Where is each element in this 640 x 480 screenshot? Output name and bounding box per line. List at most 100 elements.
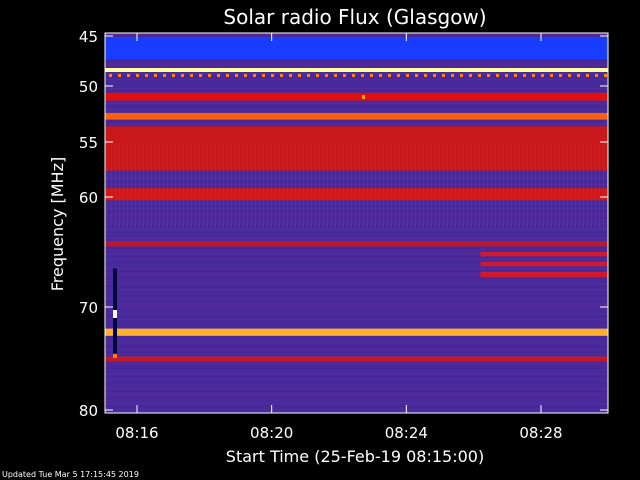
texture-row [105,232,608,233]
texture-row [105,178,608,179]
stripe [403,142,404,230]
stripe [467,142,468,230]
stripe [375,142,376,230]
stripe [371,142,372,230]
texture-row [105,85,608,86]
texture-row [105,277,608,278]
texture-row [105,337,608,338]
texture-row [105,202,608,203]
texture-row [105,346,608,347]
stripe [579,142,580,230]
stripe [183,142,184,230]
texture-row [105,319,608,320]
updated-footer: Updated Tue Mar 5 17:15:45 2019 [2,470,139,479]
stripe [503,142,504,230]
stripe [283,142,284,230]
dot-mark [271,74,274,77]
dot-mark [118,74,121,77]
stripe [527,142,528,230]
texture-row [105,286,608,287]
texture-row [105,214,608,215]
dot-mark [586,74,589,77]
y-tick-label-4: 70 [79,299,98,317]
texture-row [105,376,608,377]
stripe [539,142,540,230]
burst-peak [113,310,117,318]
stripe [203,142,204,230]
texture-row [105,301,608,302]
stripe [275,142,276,230]
texture-row [105,262,608,263]
texture-row [105,292,608,293]
texture-row [105,280,608,281]
stripe [455,142,456,230]
stripe [451,142,452,230]
texture-row [105,388,608,389]
band-3 [105,112,608,120]
stripe [263,142,264,230]
dot-mark [487,74,490,77]
stripe [199,142,200,230]
stripe [159,142,160,230]
stripe [355,142,356,230]
stripe [139,142,140,230]
stripe [243,142,244,230]
texture-row [105,397,608,398]
texture-row [105,271,608,272]
stripe [195,142,196,230]
dot-mark [406,74,409,77]
stripe [271,142,272,230]
stripe [171,142,172,230]
stripe [295,142,296,230]
texture-row [105,385,608,386]
stripe [255,142,256,230]
x-tick-label-0: 08:16 [115,424,158,442]
stripe [123,142,124,230]
stripe [399,142,400,230]
dot-mark [577,74,580,77]
texture-row [105,103,608,104]
stripe [279,142,280,230]
stripe [419,142,420,230]
stripe [599,142,600,230]
texture-row [105,124,608,125]
texture-row [105,61,608,62]
texture-row [105,121,608,122]
dot-mark [415,74,418,77]
texture-row [105,382,608,383]
stripe [423,142,424,230]
stripe [215,142,216,230]
texture-row [105,211,608,212]
stripe [351,142,352,230]
dot-mark [298,74,301,77]
texture-row [105,265,608,266]
texture-row [105,250,608,251]
texture-row [105,235,608,236]
texture-row [105,403,608,404]
x-tick-label-3: 08:28 [519,424,562,442]
texture-row [105,298,608,299]
stripe [383,142,384,230]
dot-mark [388,74,391,77]
texture-row [105,316,608,317]
dot-mark [514,74,517,77]
stripe [107,142,108,230]
dot-mark [523,74,526,77]
y-axis: 45 50 55 60 70 80 [79,28,608,420]
texture-row [105,328,608,329]
stripe [179,142,180,230]
stripe [479,142,480,230]
stripe [267,142,268,230]
late-line-1 [480,261,608,267]
stripe [347,142,348,230]
band-5 [105,188,608,201]
dot-mark [262,74,265,77]
stripe [571,142,572,230]
stripe [223,142,224,230]
dot-mark [451,74,454,77]
plot-frame [104,32,609,414]
texture-row [105,226,608,227]
band-6 [105,241,608,247]
dot-mark [550,74,553,77]
stripe [499,142,500,230]
